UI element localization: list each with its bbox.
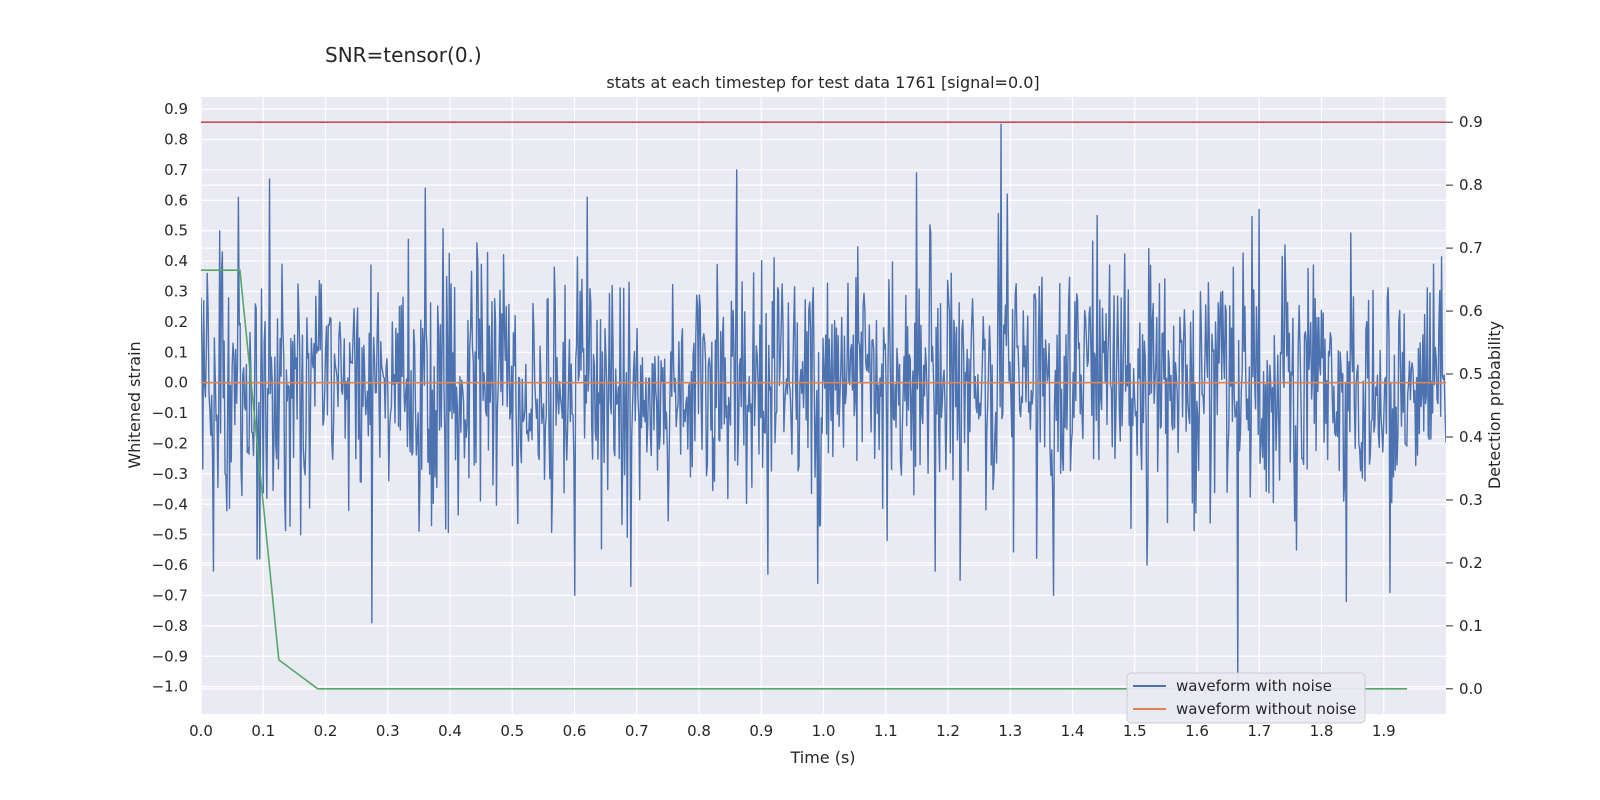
suptitle: SNR=tensor(0.): [325, 43, 482, 67]
x-axis-ticks: 0.0 0.1 0.2 0.3 0.4 0.5 0.6 0.7 0.8 0.9 1.0 1.1 1.2 1…: [189, 722, 1396, 740]
x-tick-label: 1.5: [1123, 722, 1147, 740]
x-tick-label: 0.5: [500, 722, 524, 740]
series-layer: [201, 121, 1446, 690]
y-left-tick-label: −0.8: [152, 617, 188, 635]
y-right-tick-label: 0.2: [1459, 554, 1483, 572]
y-left-tick-label: −0.1: [152, 404, 188, 422]
y-left-axis-ticks: 0.9 0.8 0.7 0.6 0.5 0.4 0.3 0.2 0.1 0.0 −0.1 −0.2 −0…: [152, 100, 188, 695]
y-left-tick-label: 0.6: [164, 191, 188, 209]
y-left-tick-label: 0.3: [164, 283, 188, 301]
series-detection-probability: [201, 269, 1408, 690]
x-tick-label: 0.0: [189, 722, 213, 740]
x-tick-label: 0.8: [687, 722, 711, 740]
y-right-tick-label: 0.1: [1459, 617, 1483, 635]
x-tick-label: 1.1: [874, 722, 898, 740]
x-tick-label: 1.2: [936, 722, 960, 740]
x-tick-label: 1.8: [1310, 722, 1334, 740]
x-tick-label: 0.6: [563, 722, 587, 740]
y-right-axis-ticks: 0.9 0.8 0.7 0.6 0.5 0.4 0.3 0.2 0.1 0.0: [1446, 113, 1483, 698]
legend-label-noise: waveform with noise: [1176, 677, 1332, 695]
legend-box: [1126, 672, 1366, 724]
y-left-tick-label: −0.5: [152, 526, 188, 544]
legend-label-clean: waveform without noise: [1176, 700, 1356, 718]
y-left-tick-label: 0.5: [164, 222, 188, 240]
y-left-tick-label: 0.2: [164, 313, 188, 331]
y-left-tick-label: 0.9: [164, 100, 188, 118]
y-right-tick-label: 0.9: [1459, 113, 1483, 131]
x-tick-label: 0.1: [251, 722, 275, 740]
y-right-tick-label: 0.8: [1459, 176, 1483, 194]
x-tick-label: 0.3: [376, 722, 400, 740]
chart-title: stats at each timestep for test data 176…: [606, 73, 1039, 92]
x-tick-label: 1.7: [1247, 722, 1271, 740]
y-right-tick-label: 0.6: [1459, 302, 1483, 320]
y-left-tick-label: −0.3: [152, 465, 188, 483]
y-right-axis-label: Detection probability: [1485, 321, 1504, 489]
y-left-tick-label: 0.1: [164, 343, 188, 361]
x-tick-label: 1.0: [812, 722, 836, 740]
y-right-tick-label: 0.4: [1459, 428, 1483, 446]
y-left-tick-label: −1.0: [152, 678, 188, 696]
y-left-tick-label: −0.2: [152, 434, 188, 452]
y-left-tick-label: −0.7: [152, 586, 188, 604]
x-tick-label: 0.7: [625, 722, 649, 740]
y-right-tick-label: 0.0: [1459, 680, 1483, 698]
y-right-tick-label: 0.3: [1459, 491, 1483, 509]
x-tick-label: 1.6: [1185, 722, 1209, 740]
x-axis-label: Time (s): [789, 748, 855, 767]
y-left-tick-label: 0.7: [164, 161, 188, 179]
y-left-tick-label: 0.0: [164, 374, 188, 392]
x-tick-label: 0.9: [749, 722, 773, 740]
y-left-tick-label: 0.4: [164, 252, 188, 270]
x-tick-label: 0.2: [314, 722, 338, 740]
y-left-tick-label: −0.4: [152, 495, 188, 513]
y-right-tick-label: 0.7: [1459, 239, 1483, 257]
x-tick-label: 1.9: [1372, 722, 1396, 740]
x-tick-label: 1.4: [1061, 722, 1085, 740]
legend: waveform with noise waveform without noi…: [1126, 672, 1366, 724]
y-left-axis-label: Whitened strain: [125, 341, 144, 468]
x-tick-label: 1.3: [998, 722, 1022, 740]
y-left-tick-label: 0.8: [164, 131, 188, 149]
x-tick-label: 0.4: [438, 722, 462, 740]
y-left-tick-label: −0.9: [152, 647, 188, 665]
y-right-tick-label: 0.5: [1459, 365, 1483, 383]
series-waveform-with-noise: [201, 123, 1446, 688]
y-left-tick-label: −0.6: [152, 556, 188, 574]
